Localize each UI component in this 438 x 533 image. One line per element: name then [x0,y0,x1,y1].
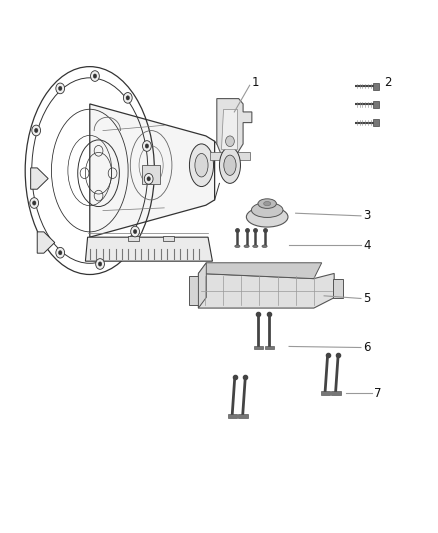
Polygon shape [85,237,212,261]
Text: 3: 3 [364,209,371,222]
Ellipse shape [244,245,249,247]
Bar [254,346,263,349]
Circle shape [124,93,132,103]
Bar [321,391,330,395]
Bar [333,279,343,297]
Circle shape [131,226,139,237]
Bar [238,414,248,418]
Text: 6: 6 [364,341,371,354]
Text: 2: 2 [385,76,392,89]
Circle shape [95,259,104,269]
Circle shape [144,174,153,184]
Bar [373,101,379,108]
Circle shape [58,86,62,91]
Bar [373,83,379,90]
Ellipse shape [246,207,288,227]
Ellipse shape [224,155,236,175]
Polygon shape [217,99,252,155]
Circle shape [56,247,64,258]
Ellipse shape [251,203,283,217]
Circle shape [32,125,41,136]
Circle shape [147,177,150,181]
Ellipse shape [264,201,271,206]
Text: 4: 4 [364,239,371,252]
Bar [373,119,379,126]
Ellipse shape [219,147,240,183]
Text: 7: 7 [374,387,382,400]
Circle shape [56,83,64,94]
Circle shape [98,262,102,266]
Polygon shape [198,273,334,308]
Ellipse shape [253,245,258,247]
Ellipse shape [235,245,240,247]
Polygon shape [198,263,206,308]
Circle shape [133,229,137,233]
Circle shape [58,251,62,255]
Circle shape [91,71,99,82]
Circle shape [145,144,148,148]
Polygon shape [90,104,215,237]
Bar [237,152,250,160]
Polygon shape [198,263,321,279]
Bar [163,236,174,241]
Bar [189,276,200,305]
Circle shape [30,198,39,208]
Polygon shape [221,109,237,149]
Bar [210,152,223,160]
Ellipse shape [262,245,267,247]
Circle shape [226,136,234,147]
Text: 1: 1 [252,76,259,89]
Bar [228,414,237,418]
Circle shape [126,96,130,100]
Text: 5: 5 [364,292,371,305]
Circle shape [93,74,97,78]
Bar [265,346,274,349]
Circle shape [142,141,151,151]
Circle shape [35,128,38,133]
Ellipse shape [195,154,208,177]
Polygon shape [37,232,55,253]
Bar [142,165,160,184]
Bar [331,391,341,395]
Bar [128,236,139,241]
Circle shape [32,201,36,205]
Ellipse shape [189,144,213,187]
Polygon shape [31,168,48,189]
Ellipse shape [258,199,276,208]
